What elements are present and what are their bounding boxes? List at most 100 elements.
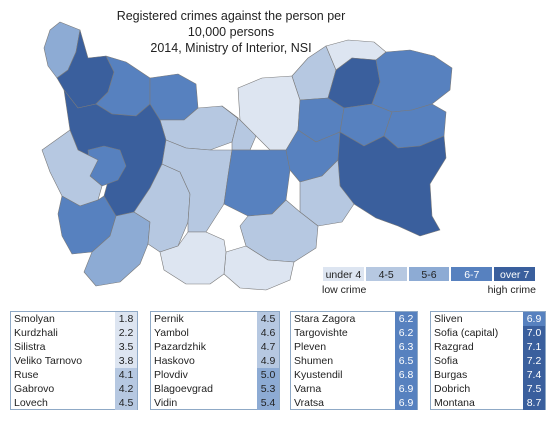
- province-name: Vratsa: [294, 397, 324, 409]
- map-title-line-2: 2014, Ministry of Interior, NSI: [150, 41, 312, 55]
- crime-rate-value: 4.6: [257, 326, 279, 340]
- province-dobrich[interactable]: [371, 49, 453, 113]
- province-name: Vidin: [154, 397, 178, 409]
- table-row: Montana 8.7: [431, 396, 545, 410]
- table-row: Silistra 3.5: [11, 340, 137, 354]
- province-name: Pernik: [154, 313, 184, 325]
- table-row: Burgas 7.4: [431, 368, 545, 382]
- legend-class-4: over 7: [493, 266, 536, 282]
- province-name: Dobrich: [434, 383, 471, 395]
- table-row: Gabrovo 4.2: [11, 382, 137, 396]
- table-row: Kyustendil 6.8: [291, 368, 417, 382]
- table-column-1: Smolyan 1.8 Kurdzhali 2.2 Silistra 3.5 Veliko …: [10, 311, 138, 410]
- table-row: Lovech 4.5: [11, 396, 137, 410]
- table-row: Vratsa 6.9: [291, 396, 417, 410]
- province-name: Gabrovo: [14, 383, 55, 395]
- crime-rate-value: 3.5: [115, 340, 137, 354]
- table-row: Sliven 6.9: [431, 312, 545, 326]
- crime-rate-value: 5.3: [257, 382, 279, 396]
- crime-rate-value: 4.2: [115, 382, 137, 396]
- province-name: Targovishte: [294, 327, 348, 339]
- table-row: Haskovo 4.9: [151, 354, 279, 368]
- legend-class-1: 4-5: [364, 266, 408, 282]
- province-values-table: Smolyan 1.8 Kurdzhali 2.2 Silistra 3.5 Veliko …: [10, 311, 546, 411]
- province-name: Pazardzhik: [154, 341, 206, 353]
- table-row: Razgrad 7.1: [431, 340, 545, 354]
- crime-rate-value: 4.1: [115, 368, 137, 382]
- province-name: Razgrad: [434, 341, 474, 353]
- province-name: Kurdzhali: [14, 327, 58, 339]
- crime-rate-value: 6.2: [395, 326, 417, 340]
- crime-rate-value: 4.9: [257, 354, 279, 368]
- table-row: Sofia (capital) 7.0: [431, 326, 545, 340]
- table-row: Smolyan 1.8: [11, 312, 137, 326]
- crime-rate-value: 7.4: [523, 368, 545, 382]
- crime-rate-value: 7.2: [523, 354, 545, 368]
- crime-rate-value: 5.0: [257, 368, 279, 382]
- legend-color-scale: under 4 4-5 5-6 6-7 over 7: [322, 266, 536, 282]
- table-row: Targovishte 6.2: [291, 326, 417, 340]
- province-name: Kyustendil: [294, 369, 343, 381]
- legend-class-3: 6-7: [450, 266, 494, 282]
- province-name: Blagoevgrad: [154, 383, 213, 395]
- crime-rate-value: 6.9: [395, 396, 417, 410]
- table-row: Blagoevgrad 5.3: [151, 382, 279, 396]
- crime-rate-value: 4.7: [257, 340, 279, 354]
- province-name: Pleven: [294, 341, 327, 353]
- bulgaria-province-map: [41, 21, 453, 291]
- province-pernik[interactable]: [41, 129, 103, 207]
- crime-rate-value: 6.9: [395, 382, 417, 396]
- province-name: Ruse: [14, 369, 39, 381]
- crime-rate-value: 7.0: [523, 326, 545, 340]
- province-name: Montana: [434, 397, 475, 409]
- legend-class-0: under 4: [322, 266, 365, 282]
- table-row: Shumen 6.5: [291, 354, 417, 368]
- province-name: Sofia (capital): [434, 327, 499, 339]
- crime-rate-value: 7.1: [523, 340, 545, 354]
- crime-rate-value: 4.5: [115, 396, 137, 410]
- map-title: Registered crimes against the person per…: [96, 8, 366, 56]
- table-row: Varna 6.9: [291, 382, 417, 396]
- table-row: Dobrich 7.5: [431, 382, 545, 396]
- crime-rate-value: 2.2: [115, 326, 137, 340]
- table-row: Pazardzhik 4.7: [151, 340, 279, 354]
- crime-rate-value: 4.5: [257, 312, 279, 326]
- crime-rate-value: 6.8: [395, 368, 417, 382]
- table-row: Yambol 4.6: [151, 326, 279, 340]
- table-row: Sofia 7.2: [431, 354, 545, 368]
- table-row: Pernik 4.5: [151, 312, 279, 326]
- crime-rate-value: 1.8: [115, 312, 137, 326]
- province-haskovo[interactable]: [239, 199, 319, 263]
- crime-rate-value: 7.5: [523, 382, 545, 396]
- province-kurdzhali[interactable]: [223, 245, 295, 291]
- province-name: Varna: [294, 383, 322, 395]
- province-burgas[interactable]: [337, 131, 447, 237]
- province-name: Stara Zagora: [294, 313, 356, 325]
- province-name: Smolyan: [14, 313, 55, 325]
- province-pleven[interactable]: [149, 73, 199, 121]
- province-smolyan[interactable]: [159, 231, 227, 285]
- table-row: Vidin 5.4: [151, 396, 279, 410]
- crime-rate-value: 5.4: [257, 396, 279, 410]
- table-row: Ruse 4.1: [11, 368, 137, 382]
- crime-rate-value: 8.7: [523, 396, 545, 410]
- table-row: Veliko Tarnovo 3.8: [11, 354, 137, 368]
- province-name: Veliko Tarnovo: [14, 355, 83, 367]
- province-name: Sofia: [434, 355, 458, 367]
- table-row: Plovdiv 5.0: [151, 368, 279, 382]
- table-row: Stara Zagora 6.2: [291, 312, 417, 326]
- province-name: Lovech: [14, 397, 48, 409]
- table-row: Pleven 6.3: [291, 340, 417, 354]
- map-title-line-1: Registered crimes against the person per…: [116, 9, 346, 39]
- legend-low-label: low crime: [322, 284, 367, 296]
- province-name: Burgas: [434, 369, 468, 381]
- province-name: Shumen: [294, 355, 334, 367]
- province-name: Silistra: [14, 341, 46, 353]
- table-row: Kurdzhali 2.2: [11, 326, 137, 340]
- table-column-4: Sliven 6.9 Sofia (capital) 7.0 Razgrad 7.1 Sof…: [430, 311, 546, 410]
- table-column-3: Stara Zagora 6.2 Targovishte 6.2 Pleven 6.3 Sh…: [290, 311, 418, 410]
- legend-scale-ends: low crime high crime: [322, 284, 536, 296]
- table-column-2: Pernik 4.5 Yambol 4.6 Pazardzhik 4.7 Haskovo 4.…: [150, 311, 280, 410]
- province-name: Yambol: [154, 327, 189, 339]
- crime-rate-value: 6.3: [395, 340, 417, 354]
